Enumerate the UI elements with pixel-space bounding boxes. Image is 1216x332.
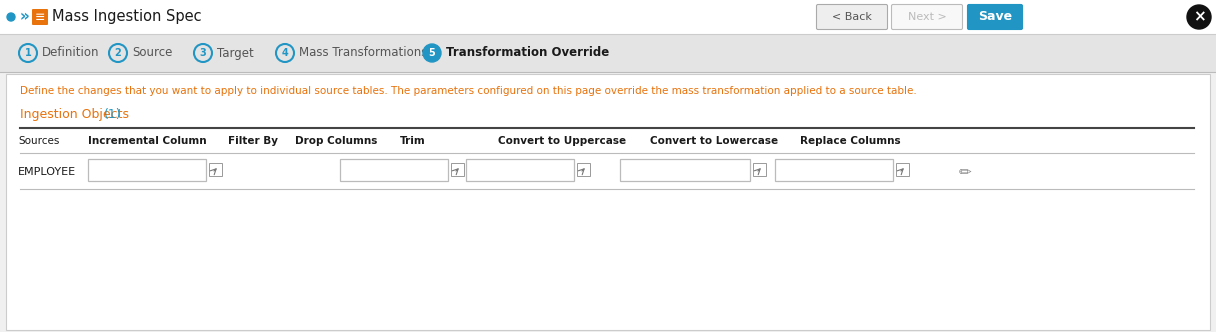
FancyBboxPatch shape <box>753 163 766 176</box>
FancyBboxPatch shape <box>0 34 1216 72</box>
Text: Convert to Uppercase: Convert to Uppercase <box>499 136 626 146</box>
FancyBboxPatch shape <box>451 163 465 176</box>
Text: Drop Columns: Drop Columns <box>295 136 377 146</box>
Text: Mass Ingestion Spec: Mass Ingestion Spec <box>52 10 202 25</box>
FancyBboxPatch shape <box>209 163 223 176</box>
Text: Transformation Override: Transformation Override <box>446 46 609 59</box>
Text: Incremental Column: Incremental Column <box>88 136 207 146</box>
Text: 3: 3 <box>199 48 207 58</box>
FancyBboxPatch shape <box>32 9 47 25</box>
Text: 4: 4 <box>282 48 288 58</box>
FancyBboxPatch shape <box>968 5 1023 30</box>
Text: Sources: Sources <box>18 136 60 146</box>
Text: Target: Target <box>216 46 254 59</box>
Circle shape <box>7 13 15 21</box>
Text: (1): (1) <box>105 108 122 121</box>
FancyBboxPatch shape <box>466 159 574 181</box>
FancyBboxPatch shape <box>775 159 893 181</box>
Text: Save: Save <box>978 11 1012 24</box>
Text: Define the changes that you want to apply to individual source tables. The param: Define the changes that you want to appl… <box>19 86 917 96</box>
Text: Trim: Trim <box>400 136 426 146</box>
FancyBboxPatch shape <box>896 163 910 176</box>
Circle shape <box>423 44 441 62</box>
FancyBboxPatch shape <box>340 159 447 181</box>
Text: 5: 5 <box>428 48 435 58</box>
Text: EMPLOYEE: EMPLOYEE <box>18 167 77 177</box>
FancyBboxPatch shape <box>88 159 206 181</box>
Text: Replace Columns: Replace Columns <box>800 136 901 146</box>
FancyBboxPatch shape <box>620 159 750 181</box>
Text: 2: 2 <box>114 48 122 58</box>
Text: Definition: Definition <box>43 46 100 59</box>
Text: »: » <box>19 10 29 25</box>
Text: < Back: < Back <box>832 12 872 22</box>
Circle shape <box>1187 5 1211 29</box>
FancyBboxPatch shape <box>816 5 888 30</box>
Text: 1: 1 <box>24 48 32 58</box>
Text: Filter By: Filter By <box>229 136 278 146</box>
Text: Convert to Lowercase: Convert to Lowercase <box>651 136 778 146</box>
Text: ✏: ✏ <box>958 164 972 180</box>
Text: ×: × <box>1193 10 1205 25</box>
Text: ≡: ≡ <box>35 11 45 24</box>
FancyBboxPatch shape <box>6 74 1210 330</box>
FancyBboxPatch shape <box>578 163 590 176</box>
FancyBboxPatch shape <box>891 5 963 30</box>
Text: Mass Transformations: Mass Transformations <box>299 46 427 59</box>
Text: Source: Source <box>133 46 173 59</box>
FancyBboxPatch shape <box>0 0 1216 34</box>
Text: Next >: Next > <box>907 12 946 22</box>
Text: Ingestion Objects: Ingestion Objects <box>19 108 133 121</box>
